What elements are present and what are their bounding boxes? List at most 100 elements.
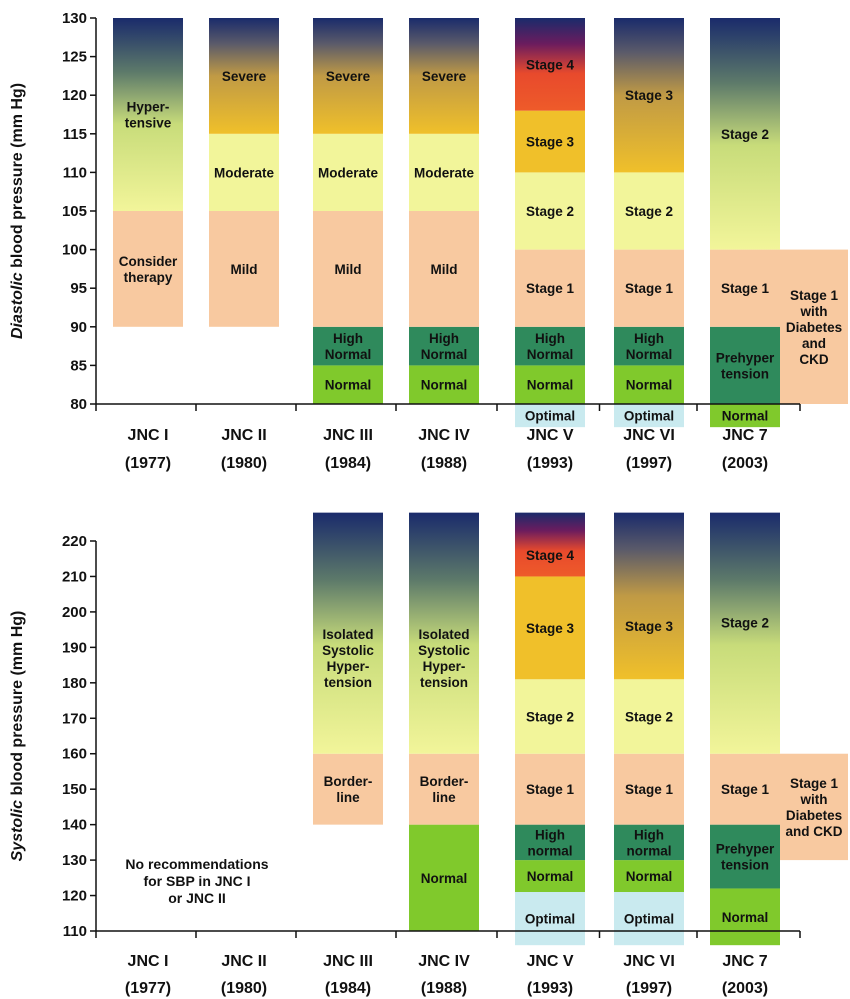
column-label-name: JNC IV	[418, 427, 470, 444]
band-stage2	[515, 679, 585, 754]
band-label: Stage 1	[526, 782, 575, 797]
y-tick-label: 190	[62, 639, 87, 656]
band-label: Stage 1	[526, 281, 575, 296]
band-stage2	[710, 512, 780, 754]
band-label: Normal	[722, 409, 769, 424]
band-high-normal	[614, 326, 684, 366]
band-prehyper-tension	[710, 824, 780, 889]
band-optimal	[614, 404, 684, 428]
band-label: Normal	[421, 871, 468, 886]
y-axis-title: Diastolic blood pressure (mm Hg)	[9, 83, 26, 339]
y-axis-title: Systolic blood pressure (mm Hg)	[9, 611, 26, 862]
band-mild	[209, 211, 279, 327]
band-normal	[710, 888, 780, 946]
band-label: Isolated Systolic Hyper-tension	[322, 627, 374, 690]
band-label: High Normal	[527, 331, 574, 362]
band-stage2	[614, 679, 684, 754]
band-label: Consider therapy	[119, 254, 178, 285]
column-label-year: (1993)	[527, 980, 573, 997]
side-box-label: Stage 1 with Diabetes and CKD	[786, 288, 842, 367]
column-label-year: (1988)	[421, 455, 467, 472]
band-stage4	[515, 512, 585, 577]
y-tick-label: 200	[62, 604, 87, 621]
band-stage1	[515, 249, 585, 327]
y-tick-label: 150	[62, 781, 87, 798]
band-label: Normal	[421, 378, 468, 393]
column-label-name: JNC V	[526, 427, 573, 444]
band-label: Mild	[335, 262, 362, 277]
y-tick-label: 90	[70, 319, 87, 336]
band-stage3	[614, 18, 684, 173]
column-7: Normal Prehyper tension Stage 1 Stage 2	[710, 512, 780, 946]
column-7: Normal Prehyper tension Stage 1 Stage 2	[710, 18, 780, 428]
y-tick-label: 85	[70, 357, 87, 374]
band-high-normal	[614, 824, 684, 861]
column-label-name: JNC V	[526, 953, 573, 970]
column-label-name: JNC IV	[418, 953, 470, 970]
column-6: Optimal Normal High normal Stage 1 Stage 2 Sta…	[614, 512, 684, 946]
band-label: Stage 2	[625, 204, 673, 219]
band-stage3	[515, 110, 585, 173]
band-border--line	[409, 753, 479, 825]
band-label: Stage 3	[625, 619, 674, 634]
band-stage3	[515, 576, 585, 680]
column-label-name: JNC I	[128, 953, 169, 970]
band-stage4	[515, 18, 585, 111]
band-label: Normal	[527, 378, 574, 393]
y-tick-label: 95	[70, 280, 87, 297]
column-1: Consider therapy Hyper-tensive	[113, 18, 183, 327]
band-stage1	[710, 249, 780, 327]
column-label-name: JNC 7	[722, 427, 767, 444]
y-tick-label: 160	[62, 746, 87, 763]
band-label: Prehyper tension	[716, 350, 775, 381]
y-tick-label: 170	[62, 710, 87, 727]
band-label: Stage 1	[721, 281, 770, 296]
y-tick-label: 110	[63, 923, 87, 940]
band-label: Optimal	[525, 912, 575, 927]
band-stage1	[515, 753, 585, 825]
band-border--line	[313, 753, 383, 825]
band-label: Stage 1	[625, 281, 674, 296]
band-label: Stage 3	[625, 88, 674, 103]
band-isolated-systolic-hyper--tension	[409, 512, 479, 754]
band-label: Severe	[326, 69, 371, 84]
y-tick-label: 130	[62, 10, 87, 27]
side-box: Stage 1 with Diabetes and CKD	[780, 249, 848, 404]
y-tick-label: 100	[62, 242, 87, 259]
diastolic-panel: Consider therapy Hyper-tensive Mild Moderate…	[9, 10, 848, 472]
band-label: Stage 2	[625, 710, 673, 725]
band-label: Stage 3	[526, 621, 575, 636]
band-severe	[409, 18, 479, 134]
band-label: High Normal	[421, 331, 468, 362]
y-tick-label: 115	[63, 126, 87, 143]
band-stage1	[614, 249, 684, 327]
band-normal	[614, 860, 684, 892]
column-4: Normal Border-line Isolated Systolic Hyper-t…	[409, 512, 479, 931]
y-tick-label: 80	[70, 396, 87, 413]
band-stage3	[614, 512, 684, 680]
band-label: Stage 4	[526, 548, 575, 563]
y-tick-label: 120	[62, 87, 87, 104]
band-label: Stage 2	[526, 710, 574, 725]
band-optimal	[614, 892, 684, 946]
band-optimal	[515, 404, 585, 428]
y-tick-label: 120	[62, 888, 87, 905]
y-tick-label: 140	[62, 817, 87, 834]
band-stage1	[710, 753, 780, 825]
column-4: Normal High Normal Mild Moderate Severe	[409, 18, 479, 404]
column-label-name: JNC III	[323, 953, 373, 970]
band-label: Stage 3	[526, 135, 575, 150]
band-severe	[209, 18, 279, 134]
band-hyper--tensive	[113, 18, 183, 211]
column-label-year: (1980)	[221, 980, 267, 997]
band-consider-therapy	[113, 211, 183, 327]
band-label: Optimal	[624, 409, 674, 424]
side-box: Stage 1 with Diabetes and CKD	[780, 753, 848, 861]
band-label: Prehyper tension	[716, 842, 775, 873]
band-label: Hyper-tensive	[125, 100, 172, 131]
band-mild	[409, 211, 479, 327]
band-label: High Normal	[626, 331, 673, 362]
band-normal	[515, 365, 585, 404]
y-tick-label: 105	[62, 203, 87, 220]
